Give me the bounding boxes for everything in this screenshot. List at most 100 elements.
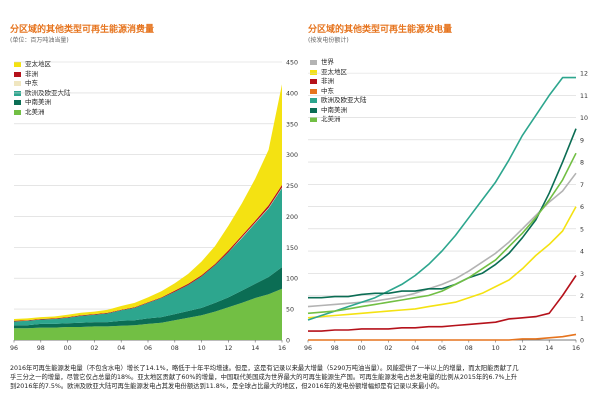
left-y-tick-label: 300	[286, 152, 298, 159]
right-y-tick-label: 10	[580, 115, 588, 122]
right-y-tick-label: 1	[580, 315, 584, 322]
left-legend-item: 欧洲及欧亚大陆	[14, 89, 71, 99]
left-x-tick-label: 00	[64, 345, 72, 352]
caption-text: 2016年可再生能源发电量（不包含水电）增长了14.1%，略低于十年平均增速。但…	[10, 364, 594, 391]
right-y-tick-label: 5	[580, 226, 584, 233]
right-legend-label: 中东	[321, 86, 334, 95]
right-chart-title: 分区域的其他类型可再生能源发电量	[308, 25, 453, 35]
right-y-tick-label: 8	[580, 160, 584, 167]
left-x-tick-label: 04	[117, 345, 125, 352]
left-legend-swatch	[14, 62, 21, 68]
left-x-tick-label: 98	[37, 345, 45, 352]
right-x-tick-label: 10	[492, 345, 500, 352]
right-chart-legend: 世界 亚太地区 非洲 中东 欧洲及欧亚大陆 中南美洲 北美洲	[310, 58, 367, 125]
left-legend-swatch	[14, 90, 21, 96]
left-legend-item: 北美洲	[14, 108, 71, 118]
left-chart-legend: 亚太地区 非洲 中东欧洲及欧亚大陆 中南美洲 北美洲	[14, 60, 71, 117]
right-x-tick-label: 12	[518, 345, 526, 352]
right-legend-label: 亚太地区	[321, 67, 347, 76]
left-legend-swatch	[14, 109, 21, 115]
left-area-series	[14, 267, 282, 329]
right-line-series	[308, 275, 577, 332]
right-line-series	[307, 152, 577, 315]
right-legend-swatch	[310, 88, 317, 94]
right-legend-item: 中东	[310, 87, 367, 97]
right-legend-label: 世界	[321, 58, 334, 66]
right-chart-subtitle: (按发电份额计)	[308, 37, 349, 44]
right-x-tick-label: 08	[465, 345, 473, 352]
right-y-tick-label: 12	[580, 71, 588, 78]
right-legend-swatch	[310, 60, 317, 66]
left-y-tick-label: 0	[286, 338, 290, 345]
right-x-tick-label: 98	[331, 345, 339, 352]
left-legend-label: 亚太地区	[25, 60, 51, 68]
right-y-tick-label: 3	[580, 271, 584, 278]
left-legend-item: 亚太地区	[14, 60, 71, 70]
right-legend-item: 非洲	[310, 77, 367, 87]
right-legend-swatch	[310, 117, 317, 123]
right-legend-swatch	[310, 79, 317, 85]
left-area-series	[14, 84, 282, 321]
left-y-tick-label: 250	[286, 183, 298, 190]
right-legend-swatch	[310, 69, 317, 75]
right-x-tick-label: 04	[411, 345, 419, 352]
left-x-tick-label: 14	[251, 345, 259, 352]
caption-line: 到2016年的7.5%。欧洲及欧亚大陆可再生能源发电占其发电份额达到11.8%，…	[10, 383, 444, 390]
caption-line: 2016年可再生能源发电量（不包含水电）增长了14.1%，略低于十年平均增速。但…	[10, 365, 519, 372]
left-legend-item: 非洲	[14, 70, 71, 80]
left-x-tick-label: 16	[278, 345, 286, 352]
right-legend-swatch	[310, 107, 317, 113]
left-legend-swatch	[14, 71, 21, 77]
left-y-tick-label: 350	[286, 121, 298, 128]
left-legend-label: 中东	[25, 79, 38, 87]
left-area-series	[14, 288, 282, 340]
left-y-tick-label: 100	[286, 276, 298, 283]
right-legend-label: 非洲	[321, 77, 334, 85]
right-x-tick-label: 16	[572, 345, 580, 352]
right-line-series	[308, 128, 577, 299]
caption-line: 乎三分之一的增量，尽管它仅占总量的18%。亚太地区贡献了60%的增量，中国取代美…	[10, 374, 518, 381]
left-chart-title: 分区域的其他类型可再生能源消费量	[10, 25, 155, 35]
right-legend-item: 亚太地区	[310, 68, 367, 78]
right-legend-item: 欧洲及欧亚大陆	[310, 96, 367, 106]
left-legend-item: 中南美洲	[14, 98, 71, 108]
right-y-tick-label: 4	[580, 249, 584, 256]
left-legend-item: 中东	[14, 79, 71, 89]
left-y-tick-label: 450	[286, 60, 298, 67]
left-x-tick-label: 02	[90, 345, 98, 352]
left-chart-subtitle: (单位：百万吨油当量)	[10, 37, 69, 44]
right-line-series	[307, 206, 577, 319]
left-y-tick-label: 150	[286, 245, 298, 252]
right-x-tick-label: 02	[384, 345, 392, 352]
right-line-series	[307, 172, 577, 308]
right-legend-label: 中南美洲	[321, 105, 347, 114]
right-y-tick-label: 2	[580, 293, 584, 300]
left-x-tick-label: 06	[144, 345, 152, 352]
left-y-tick-label: 200	[286, 214, 298, 221]
left-legend-swatch	[14, 81, 21, 87]
left-legend-label: 北美洲	[25, 107, 45, 116]
right-y-tick-label: 7	[580, 182, 584, 189]
left-x-tick-label: 08	[171, 345, 179, 352]
right-y-tick-label: 11	[580, 93, 588, 100]
left-y-tick-label: 400	[286, 90, 298, 97]
right-legend-swatch	[310, 98, 317, 104]
right-legend-label: 北美洲	[321, 115, 341, 123]
left-legend-label: 非洲	[25, 69, 38, 78]
right-legend-item: 北美洲	[310, 115, 367, 125]
left-area-series	[14, 188, 282, 326]
right-legend-item: 世界	[310, 58, 367, 68]
right-y-tick-label: 0	[580, 338, 584, 345]
left-x-tick-label: 10	[198, 345, 206, 352]
right-line-series	[307, 76, 576, 321]
right-line-series	[308, 333, 577, 341]
left-y-tick-label: 50	[286, 307, 294, 314]
left-legend-swatch	[14, 100, 21, 106]
left-x-tick-label: 12	[224, 345, 232, 352]
right-x-tick-label: 96	[304, 345, 312, 352]
right-x-tick-label: 14	[545, 345, 553, 352]
right-legend-item: 中南美洲	[310, 106, 367, 116]
left-legend-label: 中南美洲	[25, 98, 51, 106]
